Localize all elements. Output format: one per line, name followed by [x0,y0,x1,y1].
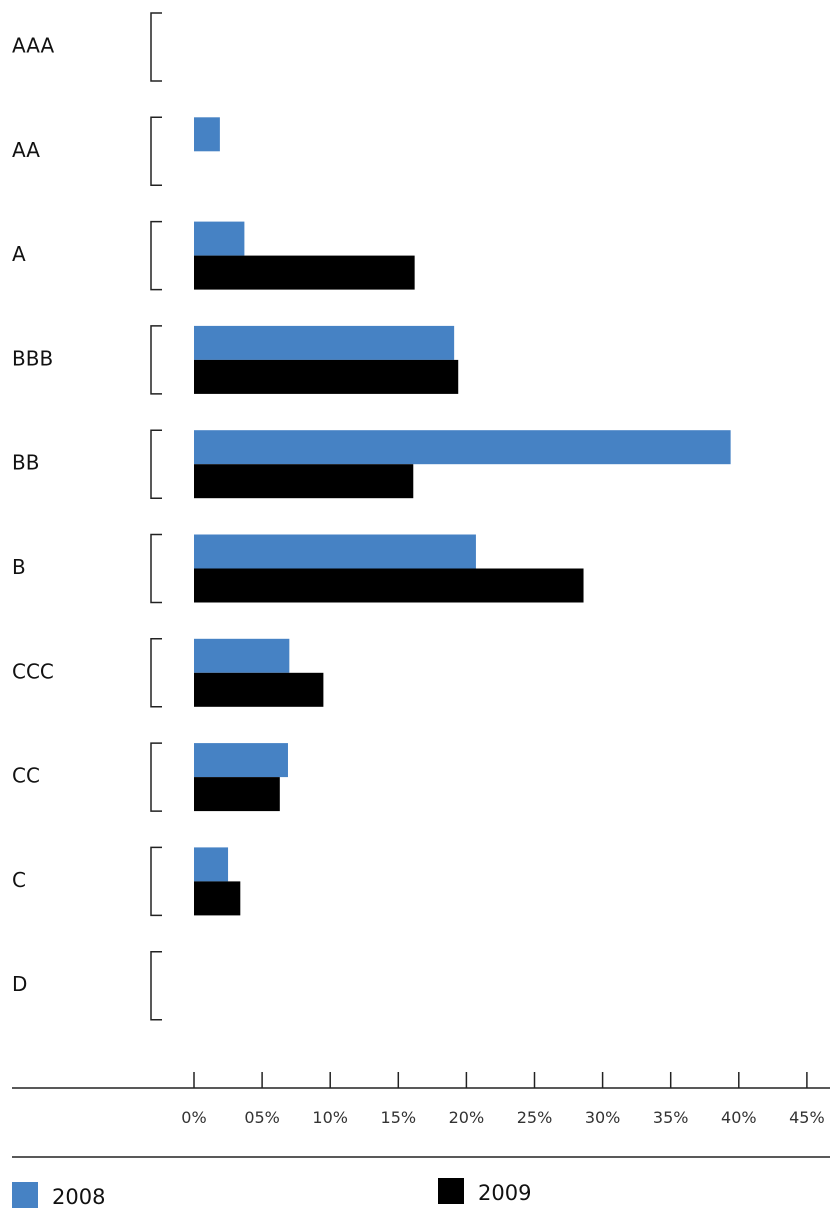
category-bracket-a [150,220,162,291]
bars [194,117,731,916]
category-brackets [150,12,162,1021]
category-label-aa: AA [12,138,40,162]
legend: 2008 2009 [12,1178,531,1209]
x-tick-label: 35% [653,1108,689,1127]
category-bracket-bbb [150,325,162,395]
category-bracket-aa [150,116,162,187]
bar-2009-bbb [194,359,459,394]
category-label-c: C [12,868,26,892]
bar-2008-bbb [194,325,455,360]
bar-2008-bb [194,430,731,465]
category-bracket-d [150,950,162,1021]
bar-2009-c [194,881,241,916]
x-tick-label: 30% [585,1108,621,1127]
bar-2009-cc [194,777,280,812]
x-axis-ticks: 0% 05% 10% 15% 20% 25% 30% 35% 40% 45% [181,1072,825,1127]
bar-2009-b [194,568,584,603]
category-label-d: D [12,972,27,996]
category-bracket-ccc [150,638,162,708]
legend-swatch-2009 [438,1178,464,1204]
category-label-a: A [12,242,26,266]
bar-2008-ccc [194,638,290,673]
x-tick-label: 45% [789,1108,825,1127]
category-bracket-cc [150,742,162,812]
category-label-bb: BB [12,451,39,475]
bar-2009-a [194,255,415,290]
bar-2009-ccc [194,672,324,707]
legend-label-2009: 2009 [478,1181,531,1205]
x-tick-label: 05% [244,1108,280,1127]
legend-swatch-2008 [12,1182,38,1208]
category-bracket-c [150,846,162,917]
bar-2008-a [194,221,245,256]
x-tick-label: 15% [381,1108,417,1127]
category-label-bbb: BBB [12,346,53,370]
category-bracket-b [150,533,162,604]
bar-2009-bb [194,464,414,499]
category-label-aaa: AAA [12,34,54,58]
bar-2008-aa [194,117,220,152]
bar-2008-b [194,534,476,569]
category-label-b: B [12,555,26,579]
category-bracket-bb [150,429,162,499]
category-label-cc: CC [12,764,40,788]
x-tick-label: 20% [449,1108,485,1127]
legend-label-2008: 2008 [52,1185,105,1209]
category-bracket-aaa [150,12,162,82]
category-label-ccc: CCC [12,659,54,683]
bar-2008-cc [194,743,288,778]
x-tick-label: 40% [721,1108,757,1127]
x-tick-label: 10% [312,1108,348,1127]
x-tick-label: 0% [181,1108,206,1127]
bar-2008-c [194,847,229,882]
x-tick-label: 25% [517,1108,553,1127]
